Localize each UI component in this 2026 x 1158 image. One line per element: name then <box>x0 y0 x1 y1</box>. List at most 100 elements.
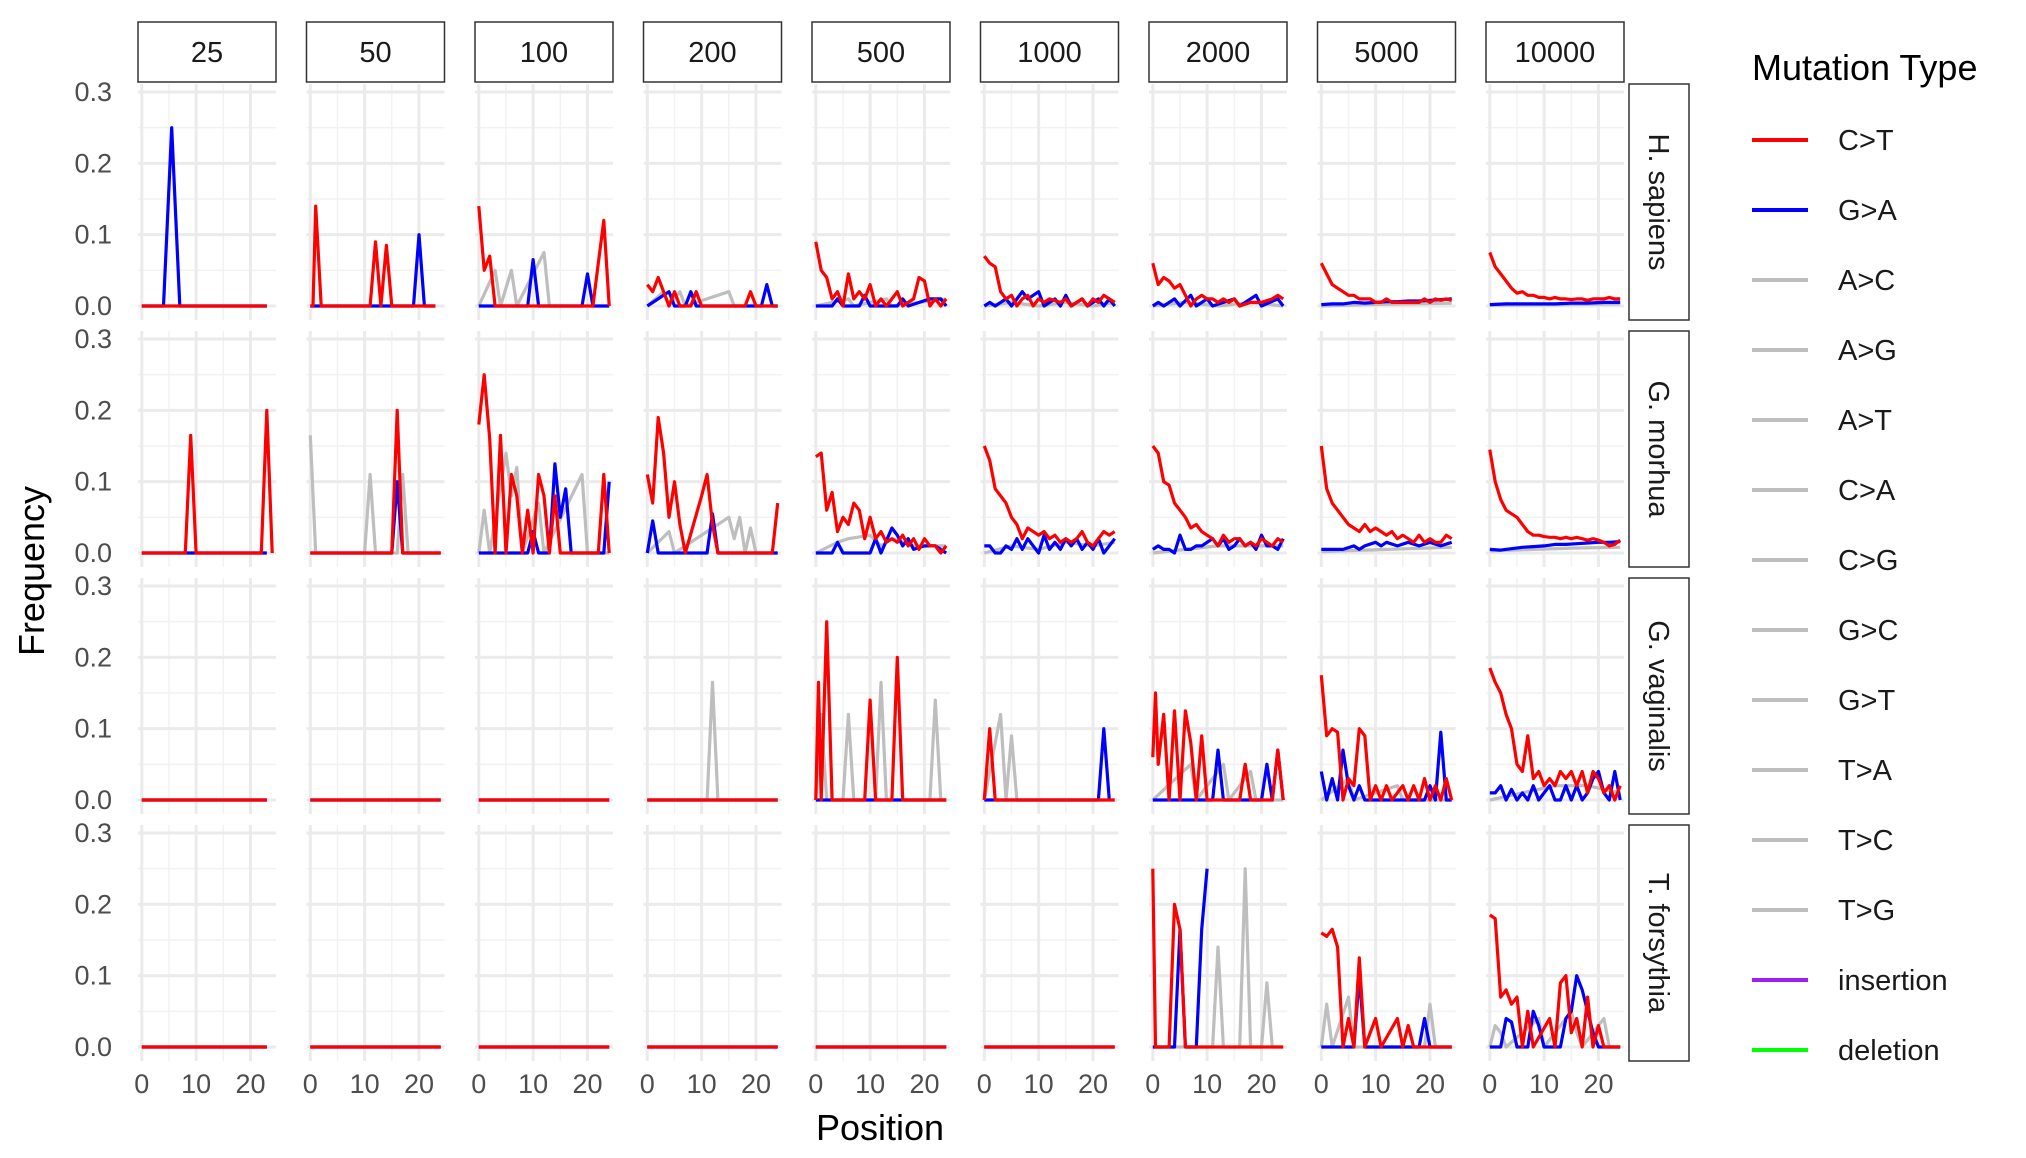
series-line-c-t <box>1151 691 1285 802</box>
panel-background <box>306 331 445 567</box>
series-line-other <box>1151 762 1284 802</box>
series-line-c-t <box>1488 449 1622 548</box>
x-tick-label: 0 <box>471 1069 486 1099</box>
y-tick-label: 0.1 <box>74 714 112 744</box>
series-line-c-t <box>814 451 948 555</box>
panel-background <box>812 84 950 320</box>
row-strip-box <box>1628 330 1690 568</box>
column-strip <box>979 21 1120 83</box>
panel: 100 <box>474 21 614 320</box>
legend-label: A>G <box>1838 335 1897 367</box>
x-tick-label: 0 <box>640 1069 655 1099</box>
y-tick-label: 0.2 <box>74 148 112 178</box>
x-tick-label: 10 <box>350 1069 380 1099</box>
legend-label: C>T <box>1838 125 1894 157</box>
panel <box>643 331 782 567</box>
legend-label: T>A <box>1838 755 1893 787</box>
series-line-c-t <box>1319 675 1454 802</box>
panel <box>138 331 276 567</box>
panel-background <box>1317 578 1456 814</box>
panel-background <box>138 825 276 1061</box>
panel-background <box>980 331 1119 567</box>
legend-label: A>T <box>1838 405 1892 437</box>
panel <box>980 825 1119 1061</box>
row-strip-box <box>1628 577 1690 815</box>
panel: 5000 <box>1316 21 1457 320</box>
panel <box>138 578 276 814</box>
column-strip-label: 10000 <box>1515 37 1596 69</box>
series-line-c-t <box>310 408 441 555</box>
legend-entry: C>G <box>1752 545 1898 577</box>
series-line-c-t <box>646 275 778 308</box>
legend: Mutation Type C>T G>A A>C A>G A>T C>A C>G G>C G>… <box>1752 47 1977 1067</box>
series-line-c-t <box>982 727 1115 802</box>
panel-background <box>306 825 445 1061</box>
column-strip <box>1316 21 1457 83</box>
x-tick-label: 10 <box>1529 1069 1559 1099</box>
legend-label: G>A <box>1838 195 1897 227</box>
legend-entry: G>C <box>1752 615 1898 647</box>
x-tick-label: 0 <box>303 1069 318 1099</box>
series-line-c-t <box>1151 868 1284 1049</box>
x-tick-label: 20 <box>1246 1069 1276 1099</box>
panel: 200 <box>642 21 783 320</box>
row-strip: G. morhua <box>1628 330 1690 568</box>
legend-entry: C>T <box>1752 125 1894 157</box>
panel-background <box>1149 331 1287 567</box>
panel <box>306 331 445 567</box>
column-strip-label: 200 <box>688 37 736 69</box>
legend-label: G>T <box>1838 685 1895 717</box>
panel <box>306 578 445 814</box>
y-tick-label: 0.1 <box>74 467 112 497</box>
legend-entry: deletion <box>1752 1035 1940 1067</box>
legend-label: C>A <box>1838 475 1896 507</box>
series-line-g-a <box>1489 540 1621 552</box>
panel <box>306 825 445 1061</box>
row-strip: T. forsythia <box>1628 824 1690 1062</box>
series-line-g-a <box>1319 730 1452 802</box>
panel-background <box>1317 331 1456 567</box>
legend-label: G>C <box>1838 615 1898 647</box>
panel <box>475 331 613 567</box>
series-line-other <box>984 300 1115 308</box>
panel <box>980 578 1119 814</box>
series-line-c-t <box>477 205 611 308</box>
panel <box>643 825 782 1061</box>
x-tick-label: 20 <box>741 1069 771 1099</box>
panel-background <box>475 825 613 1061</box>
y-axis-title: Frequency <box>11 486 52 656</box>
legend-entry: T>G <box>1752 895 1895 927</box>
y-tick-label: 0.0 <box>74 291 112 321</box>
column-strip <box>137 21 277 83</box>
legend-label: A>C <box>1838 265 1895 297</box>
panel-background <box>475 331 613 567</box>
panel <box>812 331 950 567</box>
column-strip <box>305 21 446 83</box>
panel-background <box>980 825 1119 1061</box>
row-strip: H. sapiens <box>1628 83 1690 321</box>
column-strip-label: 25 <box>191 37 223 69</box>
x-tick-label: 0 <box>808 1069 823 1099</box>
column-strip-label: 5000 <box>1354 37 1419 69</box>
series-line-c-t <box>645 415 780 555</box>
x-tick-label: 20 <box>572 1069 602 1099</box>
y-tick-label: 0.1 <box>74 220 112 250</box>
y-tick-label: 0.3 <box>74 77 112 107</box>
legend-entry: G>T <box>1752 685 1895 717</box>
column-strip-label: 100 <box>520 37 568 69</box>
panel: 50 <box>305 21 446 320</box>
panel-background <box>1486 578 1624 814</box>
legend-entry: A>T <box>1752 405 1892 437</box>
y-tick-label: 0.0 <box>74 785 112 815</box>
y-tick-label: 0.3 <box>74 571 112 601</box>
x-tick-label: 10 <box>518 1069 548 1099</box>
row-strip-label: G. morhua <box>1642 381 1674 519</box>
legend-entry: T>C <box>1752 825 1894 857</box>
column-strip-label: 50 <box>359 37 391 69</box>
panel-background <box>1317 84 1456 320</box>
row-strip-label: H. sapiens <box>1642 133 1674 270</box>
panel <box>1317 331 1456 567</box>
panel-background <box>306 578 445 814</box>
panel-background <box>643 84 782 320</box>
